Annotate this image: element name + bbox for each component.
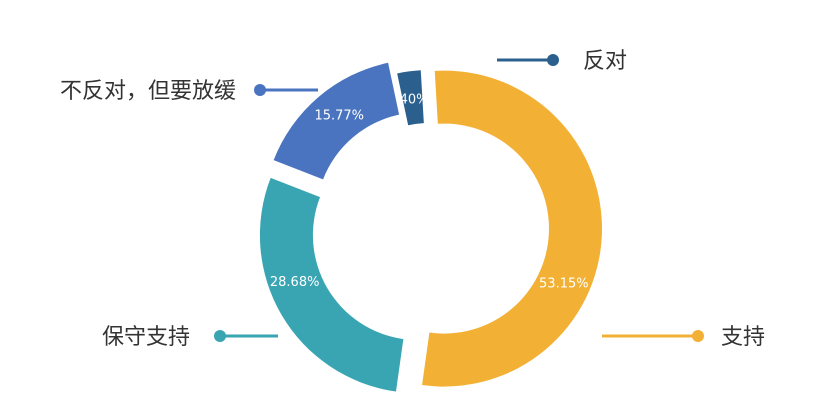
callout-dot <box>692 330 704 342</box>
legend-label: 保守支持 <box>102 325 190 350</box>
slice-value-label: 28.68% <box>270 275 320 290</box>
slice-4 <box>273 62 400 180</box>
callout-dot <box>254 84 266 96</box>
slice-value-label: 15.77% <box>314 108 364 123</box>
slice-value-label: 53.15% <box>539 277 589 292</box>
legend-label: 反对 <box>583 49 627 74</box>
legend-label: 支持 <box>721 325 765 350</box>
slice-1 <box>397 70 424 126</box>
slice-2 <box>422 70 602 387</box>
slice-value-label: 2.40% <box>387 92 428 107</box>
slice-3 <box>259 177 404 392</box>
legend-label: 不反对，但要放缓 <box>60 79 236 104</box>
slices-group: 2.40% 53.15% 28.68% 15.77% <box>259 62 602 392</box>
callout-dot <box>547 54 559 66</box>
callout-dot <box>214 330 226 342</box>
